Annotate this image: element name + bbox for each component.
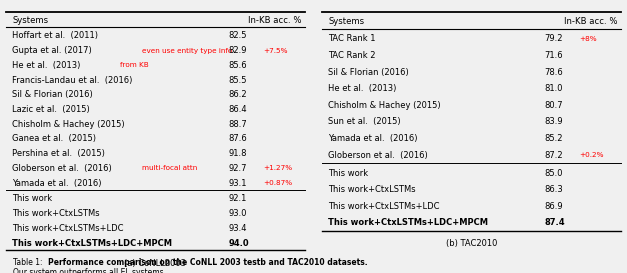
Text: Yamada et al.  (2016): Yamada et al. (2016)	[329, 134, 418, 143]
Text: 80.7: 80.7	[545, 101, 563, 110]
Text: +0.87%: +0.87%	[263, 180, 293, 186]
Text: TAC Rank 2: TAC Rank 2	[329, 51, 376, 60]
Text: +0.2%: +0.2%	[579, 152, 604, 158]
Text: This work+CtxLSTMs+LDC+MPCM: This work+CtxLSTMs+LDC+MPCM	[13, 239, 172, 248]
Text: multi-focal attn: multi-focal attn	[142, 165, 198, 171]
Text: 82.9: 82.9	[228, 46, 247, 55]
Text: 83.9: 83.9	[545, 117, 563, 126]
Text: This work: This work	[13, 194, 53, 203]
Text: 87.4: 87.4	[545, 218, 566, 227]
Text: 92.7: 92.7	[228, 164, 247, 173]
Text: 93.4: 93.4	[228, 224, 247, 233]
Text: 87.6: 87.6	[228, 134, 247, 143]
Text: Gupta et al. (2017): Gupta et al. (2017)	[13, 46, 92, 55]
Text: 79.2: 79.2	[545, 34, 563, 43]
Text: 88.7: 88.7	[228, 120, 247, 129]
Text: In-KB acc. %: In-KB acc. %	[564, 17, 618, 26]
Text: from KB: from KB	[120, 62, 149, 68]
Text: Chisholm & Hachey (2015): Chisholm & Hachey (2015)	[329, 101, 441, 110]
Text: 86.2: 86.2	[228, 90, 247, 99]
Text: Ganea et al.  (2015): Ganea et al. (2015)	[13, 134, 96, 143]
Text: Yamada et al.  (2016): Yamada et al. (2016)	[13, 179, 102, 188]
Text: This work+CtxLSTMs: This work+CtxLSTMs	[329, 185, 416, 194]
Text: Francis-Landau et al.  (2016): Francis-Landau et al. (2016)	[13, 76, 133, 85]
Text: 78.6: 78.6	[545, 68, 564, 77]
Text: This work: This work	[329, 169, 369, 178]
Text: 71.6: 71.6	[545, 51, 563, 60]
Text: Sil & Florian (2016): Sil & Florian (2016)	[13, 90, 93, 99]
Text: 85.0: 85.0	[545, 169, 563, 178]
Text: 93.1: 93.1	[228, 179, 247, 188]
Text: Chisholm & Hachey (2015): Chisholm & Hachey (2015)	[13, 120, 125, 129]
Text: 92.1: 92.1	[228, 194, 247, 203]
Text: 93.0: 93.0	[228, 209, 247, 218]
Text: Systems: Systems	[329, 17, 364, 26]
Text: 86.4: 86.4	[228, 105, 247, 114]
Text: He et al.  (2013): He et al. (2013)	[13, 61, 81, 70]
Text: This work+CtxLSTMs+LDC: This work+CtxLSTMs+LDC	[13, 224, 124, 233]
Text: Pershina et al.  (2015): Pershina et al. (2015)	[13, 149, 105, 158]
Text: +8%: +8%	[579, 36, 597, 42]
Text: Sun et al.  (2015): Sun et al. (2015)	[329, 117, 401, 126]
Text: 85.2: 85.2	[545, 134, 563, 143]
Text: 86.9: 86.9	[545, 202, 563, 211]
Text: In-KB acc. %: In-KB acc. %	[248, 16, 302, 25]
Text: 85.6: 85.6	[228, 61, 247, 70]
Text: Performance comparison on the CoNLL 2003 testb and TAC2010 datasets.: Performance comparison on the CoNLL 2003…	[48, 258, 368, 267]
Text: TAC Rank 1: TAC Rank 1	[329, 34, 376, 43]
Text: This work+CtxLSTMs: This work+CtxLSTMs	[13, 209, 100, 218]
Text: +7.5%: +7.5%	[263, 48, 288, 54]
Text: Sil & Florian (2016): Sil & Florian (2016)	[329, 68, 409, 77]
Text: 82.5: 82.5	[228, 31, 247, 40]
Text: Lazic et al.  (2015): Lazic et al. (2015)	[13, 105, 90, 114]
Text: This work+CtxLSTMs+LDC+MPCM: This work+CtxLSTMs+LDC+MPCM	[329, 218, 488, 227]
Text: (a) CoNLL2003: (a) CoNLL2003	[124, 259, 186, 268]
Text: This work+CtxLSTMs+LDC: This work+CtxLSTMs+LDC	[329, 202, 440, 211]
Text: Our system outperforms all EL systems,
including the only other multi-lingual sy: Our system outperforms all EL systems, i…	[13, 268, 275, 273]
Text: 81.0: 81.0	[545, 84, 563, 93]
Text: He et al.  (2013): He et al. (2013)	[329, 84, 397, 93]
Text: Table 1:: Table 1:	[13, 258, 45, 267]
Text: 85.5: 85.5	[228, 76, 247, 85]
Text: Hoffart et al.  (2011): Hoffart et al. (2011)	[13, 31, 98, 40]
Text: +1.27%: +1.27%	[263, 165, 293, 171]
Text: (b) TAC2010: (b) TAC2010	[446, 239, 497, 248]
Text: 87.2: 87.2	[545, 151, 563, 160]
Text: Systems: Systems	[13, 16, 48, 25]
Text: Globerson et al.  (2016): Globerson et al. (2016)	[329, 151, 428, 160]
Text: Globerson et al.  (2016): Globerson et al. (2016)	[13, 164, 112, 173]
Text: 86.3: 86.3	[545, 185, 564, 194]
Text: 91.8: 91.8	[228, 149, 247, 158]
Text: even use entity type info: even use entity type info	[142, 48, 232, 54]
Text: 94.0: 94.0	[228, 239, 249, 248]
